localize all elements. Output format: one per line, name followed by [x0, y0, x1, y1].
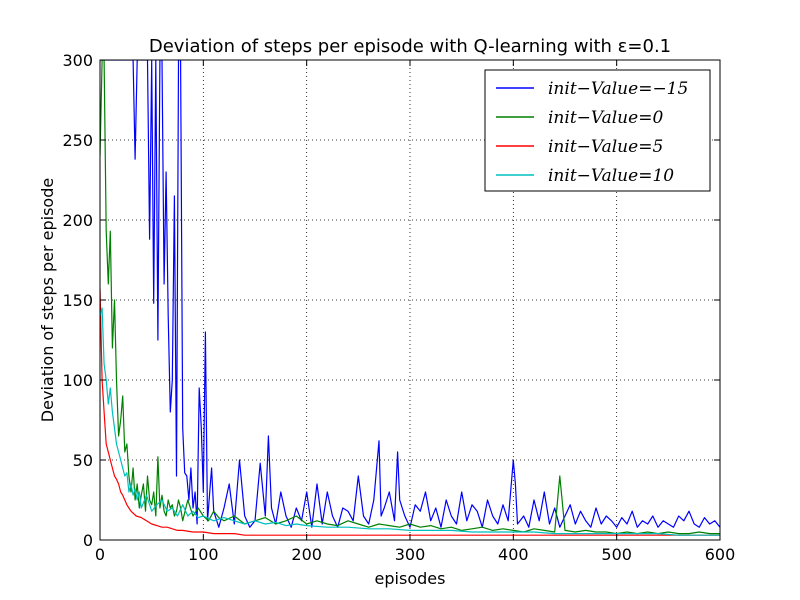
axis-ticks: 0 100 200 300 400 500 600 0 50 100 150 200 250 300	[62, 51, 735, 564]
y-tick-label: 50	[73, 451, 93, 470]
y-tick-label: 300	[62, 51, 93, 70]
x-tick-label: 100	[188, 545, 219, 564]
y-tick-label: 200	[62, 211, 93, 230]
x-tick-label: 500	[601, 545, 632, 564]
x-tick-label: 300	[395, 545, 426, 564]
legend-label-3: init−Value=10	[548, 166, 674, 186]
series-line-0	[100, 60, 720, 528]
series-line-2	[100, 288, 720, 536]
y-tick-label: 0	[83, 531, 93, 550]
legend-box	[484, 69, 711, 192]
x-axis-label: episodes	[375, 569, 446, 588]
x-tick-label: 0	[95, 545, 105, 564]
legend-label-2: init−Value=5	[548, 137, 663, 157]
legend-label-0: init−Value=−15	[548, 79, 688, 99]
x-tick-label: 600	[705, 545, 736, 564]
series-lines	[100, 60, 720, 536]
x-tick-label: 200	[291, 545, 322, 564]
series-line-3	[100, 307, 720, 536]
legend-label-1: init−Value=0	[548, 108, 663, 128]
y-tick-label: 150	[62, 291, 93, 310]
legend: init−Value=−15 init−Value=0 init−Value=5 in…	[484, 69, 711, 192]
y-tick-label: 250	[62, 131, 93, 150]
series-line-1	[100, 60, 720, 535]
x-tick-label: 400	[498, 545, 529, 564]
chart-title: Deviation of steps per episode with Q-le…	[149, 36, 671, 57]
y-tick-label: 100	[62, 371, 93, 390]
y-axis-label: Deviation of steps per episode	[38, 178, 57, 422]
